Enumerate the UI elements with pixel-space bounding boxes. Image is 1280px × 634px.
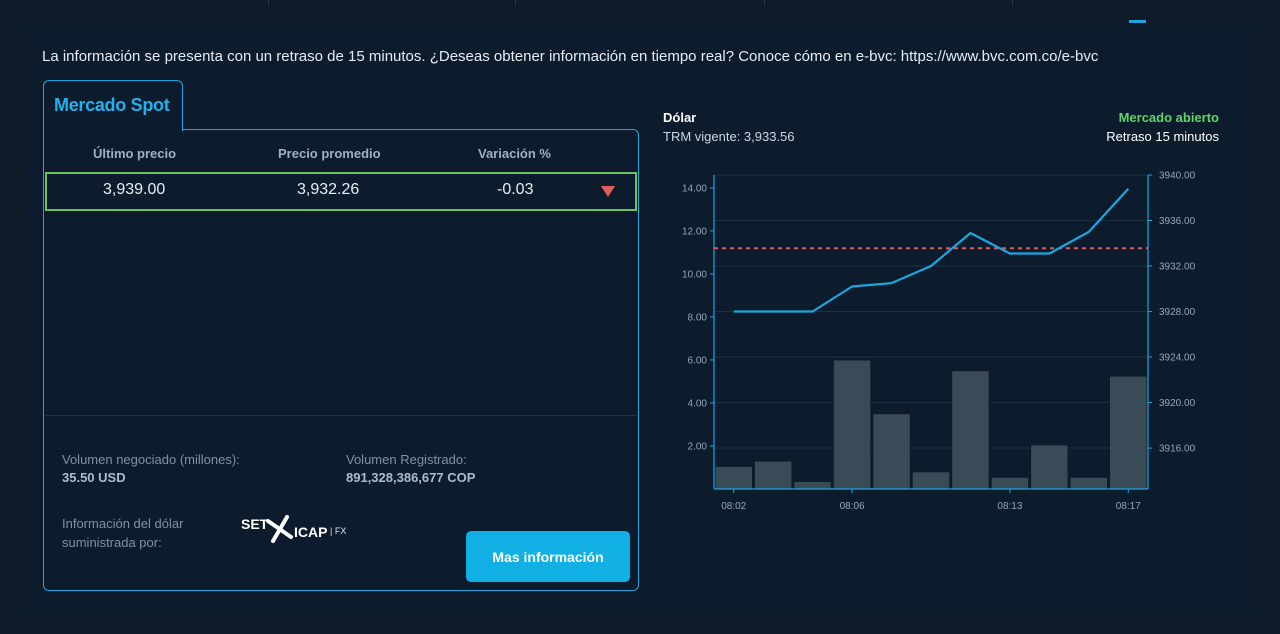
header-last-price: Último precio: [93, 146, 177, 161]
strip-divider: [268, 0, 269, 5]
last-price-value: 3,939.00: [103, 181, 166, 198]
variation-value: -0.03: [497, 181, 534, 198]
section-divider: [45, 415, 637, 416]
delay-notice: La información se presenta con un retras…: [42, 48, 1099, 65]
logo-emblem-icon: [266, 515, 293, 543]
trm-value: TRM vigente: 3,933.56: [663, 129, 795, 144]
registered-label: Volumen Registrado:: [346, 452, 467, 467]
price-row: [45, 172, 637, 211]
logo-icap-text: ICAP: [294, 524, 328, 540]
avg-price-value: 3,932.26: [297, 181, 360, 198]
market-status: Mercado abierto: [1118, 110, 1219, 125]
strip-divider: [1012, 0, 1013, 5]
provider-label-line2: suministrada por:: [62, 535, 162, 550]
tab-mercado-spot[interactable]: Mercado Spot: [43, 80, 183, 131]
provider-label-line1: Información del dólar: [62, 516, 184, 531]
logo-fx-text: | FX: [330, 526, 347, 536]
chart-title: Dólar: [663, 110, 697, 125]
active-tab-indicator: [1129, 20, 1146, 23]
header-avg-price: Precio promedio: [278, 146, 381, 161]
strip-divider: [764, 0, 765, 5]
top-strip: [0, 0, 1280, 23]
more-info-button[interactable]: Mas información: [466, 531, 630, 582]
strip-divider: [515, 0, 516, 5]
tab-label: Mercado Spot: [54, 95, 170, 115]
market-panel: [20, 25, 1259, 615]
volume-label: Volumen negociado (millones):: [62, 452, 240, 467]
logo-set-text: SET: [241, 516, 269, 532]
delay-label: Retraso 15 minutos: [1106, 129, 1219, 144]
market-box: [43, 129, 639, 591]
registered-value: 891,328,386,677 COP: [346, 470, 476, 485]
down-triangle-icon: [601, 186, 615, 197]
volume-value: 35.50 USD: [62, 470, 126, 485]
header-variation: Variación %: [478, 146, 551, 161]
